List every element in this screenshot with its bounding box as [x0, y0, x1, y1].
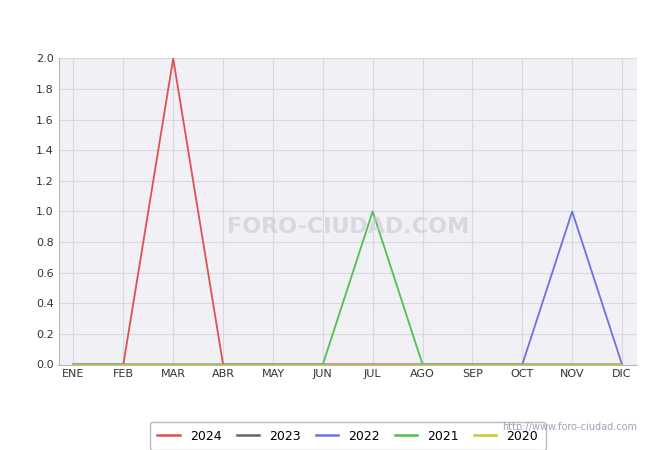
Text: Matriculaciones de Vehiculos en Muñogrande: Matriculaciones de Vehiculos en Muñogran… — [137, 16, 513, 34]
Legend: 2024, 2023, 2022, 2021, 2020: 2024, 2023, 2022, 2021, 2020 — [150, 422, 545, 450]
Text: http://www.foro-ciudad.com: http://www.foro-ciudad.com — [502, 422, 637, 432]
Text: FORO-CIUDAD.COM: FORO-CIUDAD.COM — [227, 217, 469, 237]
